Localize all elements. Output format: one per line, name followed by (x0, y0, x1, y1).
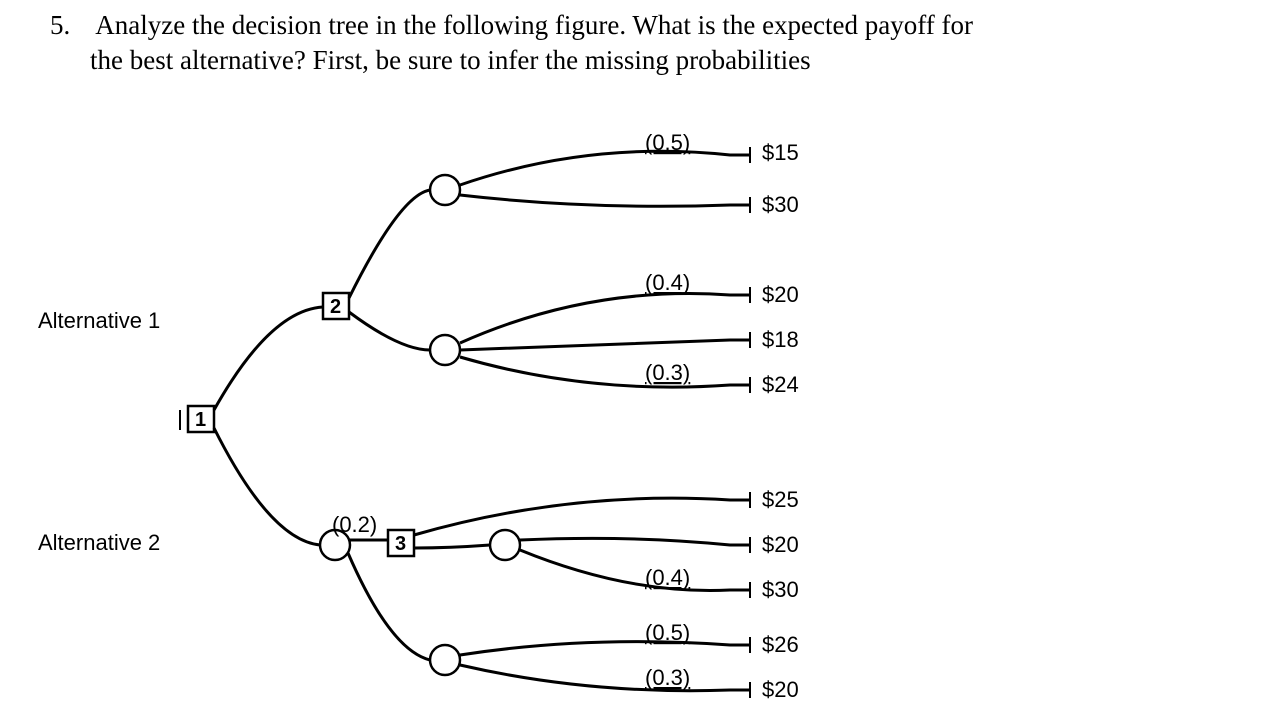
payoff-26: $26 (762, 632, 799, 657)
question-number: 5. (50, 8, 90, 43)
branch-alt2-to-bottom (348, 553, 430, 660)
payoff-30a: $30 (762, 192, 799, 217)
branch-3-low (414, 545, 490, 548)
prob-mid-03: (0.3) (645, 360, 690, 385)
chance-node-mid (430, 335, 460, 365)
branch-top-1 (460, 151, 750, 185)
chance-node-low (490, 530, 520, 560)
label-alternative-2: Alternative 2 (38, 530, 160, 555)
decision-node-3-label: 3 (395, 533, 406, 555)
chance-node-top (430, 175, 460, 205)
question-block: 5. Analyze the decision tree in the foll… (50, 8, 1050, 78)
label-alternative-1: Alternative 1 (38, 308, 160, 333)
branch-low-2 (520, 550, 750, 591)
question-line1: Analyze the decision tree in the followi… (95, 10, 973, 40)
branch-mid-2 (460, 340, 750, 350)
branch-2-mid (349, 312, 430, 350)
payoff-18: $18 (762, 327, 799, 352)
decision-node-1-label: 1 (195, 409, 206, 431)
branch-2-top (349, 190, 430, 298)
payoff-24: $24 (762, 372, 799, 397)
branch-3-top (414, 498, 750, 535)
prob-mid-04: (0.4) (645, 270, 690, 295)
prob-top-05: (0.5) (645, 130, 690, 155)
prob-bot-05: (0.5) (645, 620, 690, 645)
branch-top-2 (460, 195, 750, 206)
prob-low-04: (0.4) (645, 565, 690, 590)
branch-mid-3 (460, 357, 750, 387)
branch-alt2 (214, 428, 320, 545)
branch-alt1 (214, 307, 323, 410)
chance-node-bottom (430, 645, 460, 675)
decision-node-2-label: 2 (330, 296, 341, 318)
prob-alt2-02: (0.2) (332, 512, 377, 537)
branch-bot-1 (460, 642, 750, 655)
payoff-15: $15 (762, 140, 799, 165)
payoff-25: $25 (762, 487, 799, 512)
payoff-30b: $30 (762, 577, 799, 602)
branch-bot-2 (460, 665, 750, 691)
payoff-20c: $20 (762, 677, 799, 702)
payoff-20a: $20 (762, 282, 799, 307)
payoff-20b: $20 (762, 532, 799, 557)
question-line2: the best alternative? First, be sure to … (90, 43, 1050, 78)
prob-bot-03: (0.3) (645, 665, 690, 690)
branch-low-1 (520, 538, 750, 545)
branch-mid-1 (460, 294, 750, 343)
decision-tree-diagram: 1 Alternative 1 Alternative 2 2 (0.5) $1… (30, 100, 930, 720)
